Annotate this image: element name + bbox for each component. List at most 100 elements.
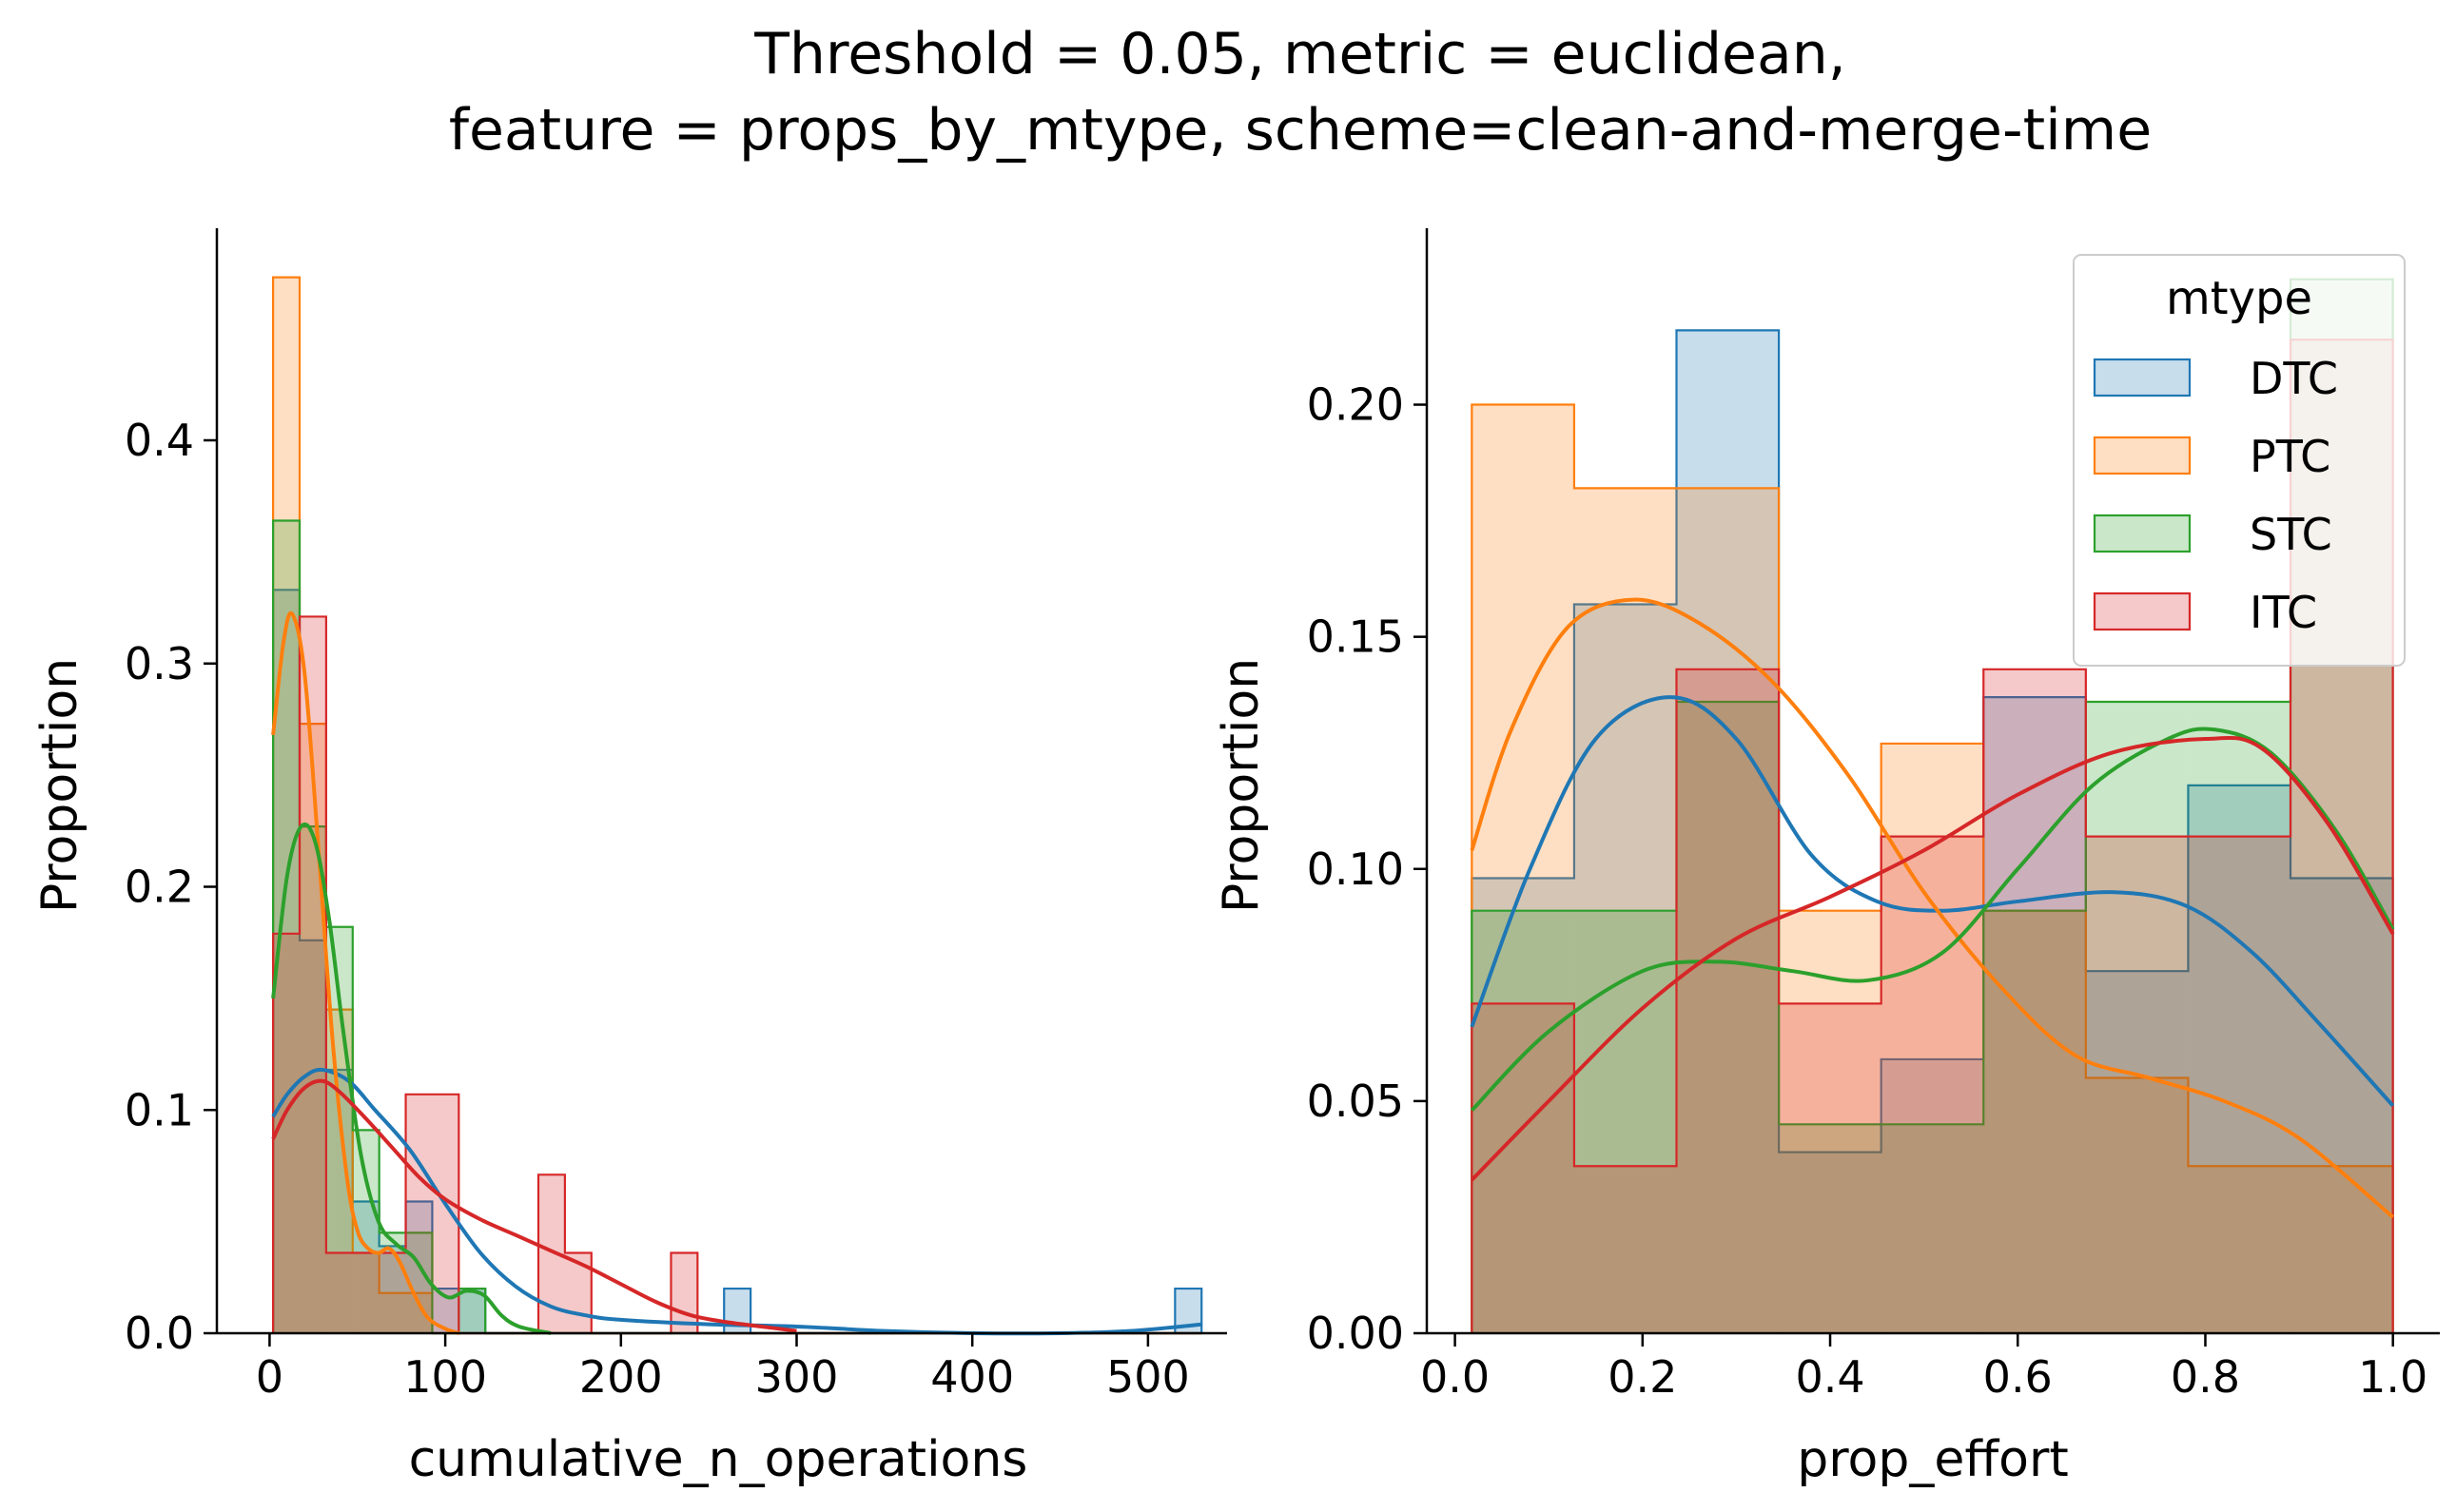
- right-bar-itc-1: [1573, 1166, 1677, 1333]
- right-kde-dtc: [1470, 695, 2395, 1108]
- left-bar-itc-5: [405, 1094, 433, 1333]
- right-bar-dtc-1: [1573, 604, 1677, 1333]
- left-y-tick-label: 0.3: [125, 638, 194, 689]
- right-bar-dtc-3: [1779, 1152, 1881, 1333]
- right-kde-itc: [1470, 735, 2395, 1182]
- right-bar-ptc-4: [1881, 743, 1984, 1333]
- right-bar-dtc-0: [1472, 878, 1574, 1333]
- figure-title-line1: Threshold = 0.05, metric = euclidean,: [753, 21, 1846, 87]
- right-kde-ptc: [1470, 597, 2394, 1219]
- right-bar-dtc-7: [2188, 785, 2291, 1333]
- right-y-tick-label: 0.05: [1307, 1076, 1404, 1127]
- left-series-itc: [272, 615, 1202, 1335]
- right-x-tick-label: 0.4: [1795, 1351, 1864, 1403]
- left-bar-dtc-4: [379, 1246, 406, 1333]
- legend-label-itc: ITC: [2250, 587, 2317, 638]
- right-bar-ptc-7: [2188, 1166, 2291, 1333]
- right-bar-stc-4: [1881, 1124, 1984, 1333]
- right-x-tick-label: 0.8: [2171, 1351, 2240, 1403]
- left-x-tick-label: 500: [1106, 1351, 1190, 1403]
- right-series-stc: [1471, 278, 2394, 1334]
- legend-label-stc: STC: [2250, 509, 2332, 560]
- left-x-tick-label: 0: [256, 1351, 283, 1403]
- right-bar-itc-5: [1983, 669, 2086, 1333]
- right-histogram-axes: 0.0 0.2 0.4 0.6 0.8 1.0 0.00 0.05 0.10 0.15 0.20: [1307, 228, 2440, 1403]
- left-bar-stc-7: [458, 1289, 486, 1333]
- left-kde-stc: [271, 822, 552, 1335]
- left-y-tick-label: 0.1: [125, 1084, 194, 1135]
- right-bar-dtc-4: [1881, 1058, 1984, 1333]
- right-bar-dtc-8: [2290, 878, 2393, 1333]
- right-bar-ptc-5: [1983, 910, 2086, 1333]
- right-bar-itc-2: [1676, 669, 1780, 1333]
- left-y-tick-label: 0.2: [125, 862, 194, 913]
- right-series-dtc: [1471, 329, 2394, 1334]
- right-bar-itc-4: [1881, 836, 1984, 1333]
- right-y-tick-label: 0.00: [1307, 1308, 1404, 1359]
- legend-swatch-dtc: [2093, 358, 2192, 397]
- left-bar-itc-1: [299, 616, 326, 1333]
- left-bar-ptc-4: [379, 1292, 406, 1333]
- left-bar-itc-2: [325, 1252, 353, 1333]
- right-series-itc: [1471, 339, 2394, 1333]
- left-y-tick-label: 0.0: [125, 1308, 194, 1359]
- left-kde-itc: [271, 1078, 797, 1333]
- right-bar-stc-7: [2188, 702, 2291, 1333]
- left-histogram-marks: [271, 276, 1203, 1336]
- right-y-tick-label: 0.20: [1307, 379, 1404, 431]
- right-histogram-panel: 0.0 0.2 0.4 0.6 0.8 1.0 0.00 0.05 0.10 0.15 0.20 p…: [1213, 228, 2440, 1488]
- right-bar-itc-0: [1472, 1003, 1574, 1333]
- right-bar-ptc-2: [1676, 488, 1780, 1333]
- figure-title-line2: feature = props_by_mtype, scheme=clean-a…: [449, 97, 2152, 164]
- left-x-tick-label: 200: [579, 1351, 663, 1403]
- left-bar-itc-11: [564, 1252, 592, 1333]
- right-y-tick-label: 0.15: [1307, 611, 1404, 663]
- right-bar-dtc-2: [1676, 330, 1780, 1334]
- left-bar-ptc-0: [273, 277, 300, 1334]
- legend-label-dtc: DTC: [2250, 353, 2338, 404]
- left-bar-dtc-1: [299, 940, 326, 1333]
- left-histogram-axes: 0 100 200 300 400 500 0.0 0.1 0.2 0.3 0.4: [125, 228, 1227, 1403]
- left-kde-ptc: [271, 611, 460, 1335]
- right-bar-itc-3: [1779, 1003, 1881, 1333]
- right-kde-stc: [1470, 727, 2395, 1113]
- left-y-axis-label: Proportion: [31, 658, 88, 913]
- right-bar-stc-5: [1983, 910, 2086, 1333]
- right-outline-dtc: [1471, 329, 2394, 1333]
- right-x-tick-label: 0.2: [1608, 1351, 1677, 1403]
- right-histogram-marks: [1470, 278, 2395, 1334]
- left-bar-ptc-3: [352, 1252, 380, 1333]
- left-bar-itc-3: [352, 1252, 380, 1333]
- legend-title: mtype: [2166, 272, 2312, 325]
- left-x-axis-label: cumulative_n_operations: [409, 1431, 1028, 1488]
- right-x-tick-label: 0.6: [1983, 1351, 2053, 1403]
- right-series-ptc: [1471, 403, 2394, 1333]
- left-histogram-panel: 0 100 200 300 400 500 0.0 0.1 0.2 0.3 0.4 cumulati…: [31, 228, 1227, 1488]
- left-bar-itc-15: [671, 1252, 698, 1333]
- left-x-tick-label: 400: [930, 1351, 1014, 1403]
- legend-label-ptc: PTC: [2250, 431, 2330, 482]
- right-y-tick-label: 0.10: [1307, 843, 1404, 895]
- right-outline-ptc: [1471, 403, 2394, 1333]
- left-x-tick-label: 300: [755, 1351, 839, 1403]
- right-x-tick-label: 1.0: [2358, 1351, 2427, 1403]
- right-bar-stc-3: [1779, 1124, 1881, 1333]
- right-bar-ptc-0: [1472, 404, 1574, 1333]
- right-x-axis-label: prop_effort: [1797, 1431, 2068, 1488]
- right-outline-itc: [1471, 339, 2394, 1333]
- left-y-tick-label: 0.4: [125, 415, 194, 466]
- legend: mtype DTC PTC STC ITC: [2073, 254, 2406, 667]
- right-bar-ptc-8: [2290, 1166, 2393, 1333]
- right-bar-ptc-6: [2085, 1077, 2189, 1333]
- right-y-axis-label: Proportion: [1213, 658, 1270, 913]
- right-bar-stc-2: [1676, 702, 1780, 1333]
- left-bar-dtc-7: [458, 1289, 486, 1333]
- right-bar-stc-6: [2085, 702, 2189, 1333]
- left-bar-stc-0: [273, 520, 300, 1333]
- right-bar-itc-7: [2188, 836, 2291, 1333]
- legend-swatch-ptc: [2093, 436, 2192, 475]
- left-x-tick-label: 100: [403, 1351, 487, 1403]
- legend-swatch-stc: [2093, 514, 2192, 553]
- legend-frame: [2073, 254, 2406, 667]
